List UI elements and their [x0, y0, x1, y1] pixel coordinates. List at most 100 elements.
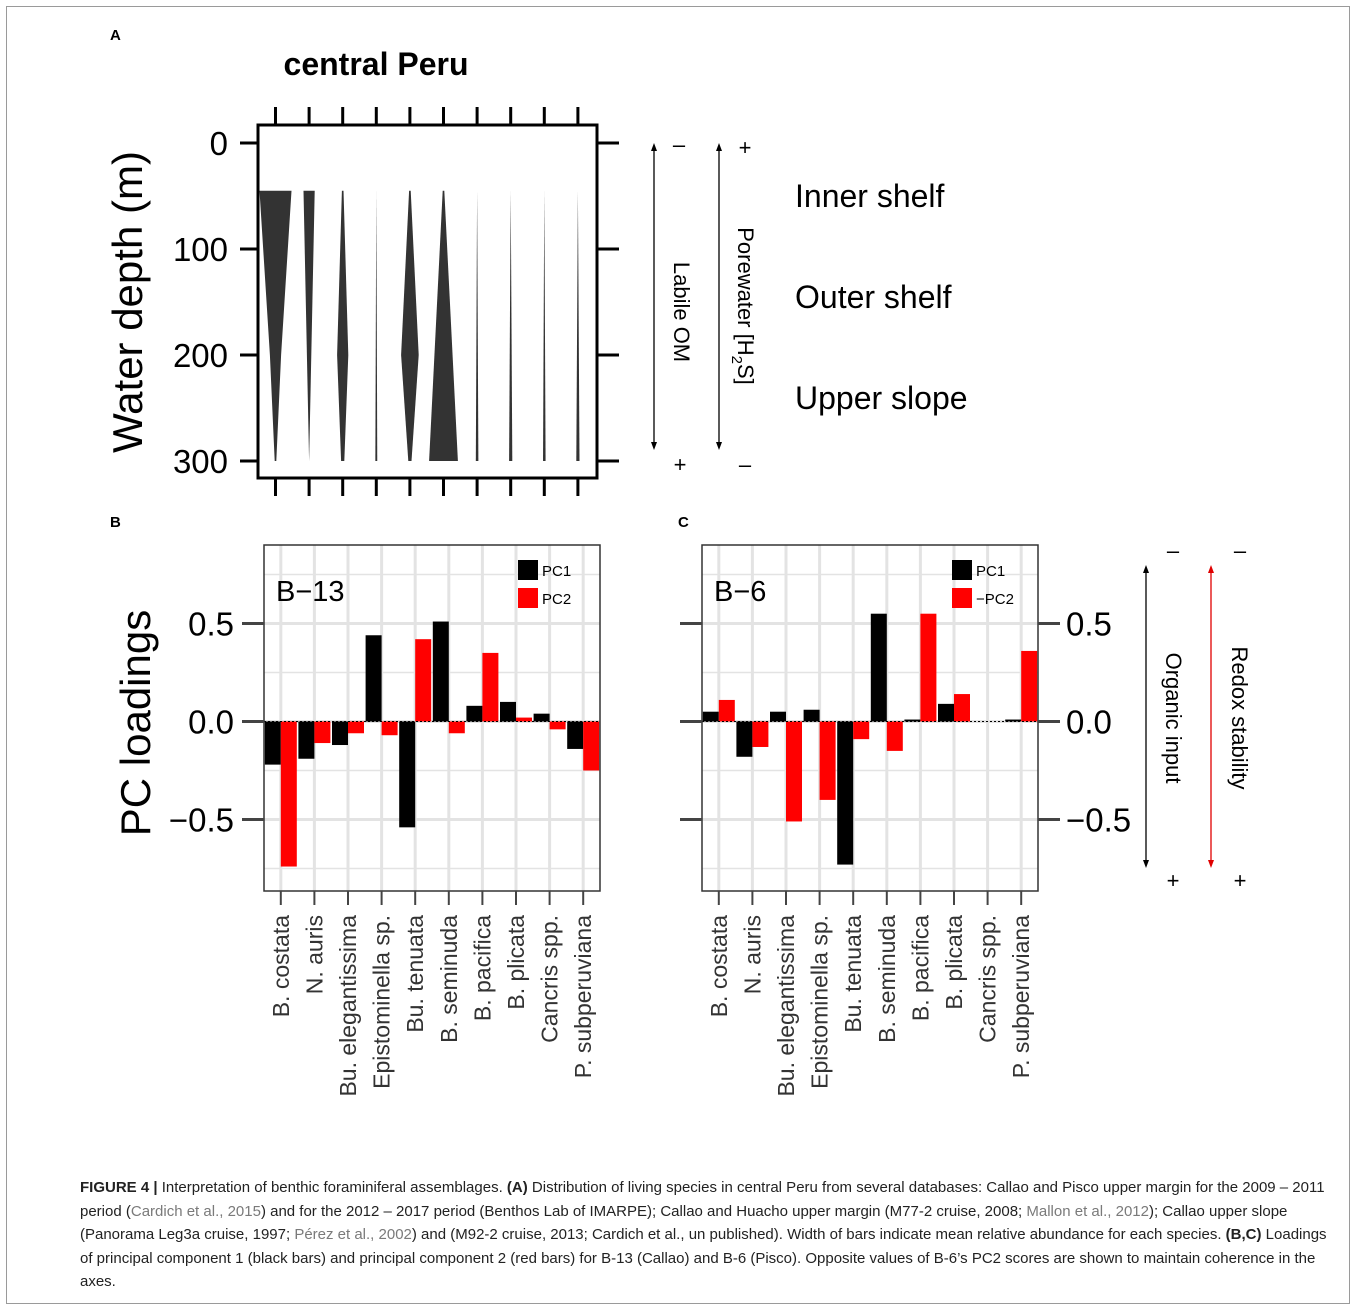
panel-b-legend-swatch — [518, 560, 538, 580]
panel-b-ylabel: PC loadings — [112, 610, 159, 836]
labile-om-bottom-sign: + — [674, 452, 687, 477]
panel-c-category-label: B. pacifica — [907, 915, 933, 1021]
panel-b-bar-pc1 — [432, 621, 449, 722]
panel-b-ytick-label: 0.5 — [188, 606, 234, 643]
species-abundance-shape — [303, 190, 315, 461]
panel-b-category-label: Cancris spp. — [537, 915, 563, 1043]
species-abundance-shape — [429, 190, 458, 461]
species-abundance-shape — [543, 190, 546, 461]
panel-c-bar-pc1 — [736, 721, 753, 757]
panel-c-bar-pc2 — [853, 721, 870, 740]
panel-c-bar-pc2 — [819, 721, 836, 800]
panel-c-legend-label: −PC2 — [976, 591, 1014, 608]
panel-b-legend-label: PC2 — [542, 591, 571, 608]
organic-input-bottom-sign: + — [1167, 868, 1180, 893]
panel-c-bar-pc2 — [752, 721, 769, 747]
panel-b-bar-pc1 — [500, 701, 516, 722]
caption-reference-link[interactable]: Mallon et al., 2012 — [1026, 1202, 1149, 1220]
labile-om-label: Labile OM — [669, 262, 694, 362]
species-abundance-shape — [375, 190, 378, 461]
panel-label-b: B — [110, 514, 121, 531]
panel-b-bar-pc1 — [399, 721, 416, 828]
panel-c-category-label: B. seminuda — [874, 915, 900, 1043]
species-abundance-shape — [509, 190, 513, 461]
panel-a-ytick-label: 0 — [210, 125, 228, 162]
panel-c-category-label: Bu. tenuata — [840, 915, 866, 1033]
panel-b-bar-pc2 — [415, 639, 432, 722]
panel-c-category-label: B. plicata — [941, 915, 967, 1010]
panel-b-bar-pc2 — [516, 717, 532, 722]
panel-b-plot-frame — [263, 544, 601, 892]
panel-c-bar-pc1 — [870, 613, 887, 722]
panel-c-plot-background — [702, 545, 1038, 891]
panel-b-bar-pc2 — [448, 721, 465, 734]
caption-reference-link[interactable]: Pérez et al., 2002 — [294, 1226, 412, 1243]
panel-b-category-label: B. costata — [268, 915, 294, 1017]
panel-c-legend-label: PC1 — [976, 563, 1005, 580]
panel-b-category-label: B. pacifica — [469, 915, 495, 1021]
panel-c-bar-pc1 — [770, 711, 786, 722]
panel-b-bar-pc2 — [583, 721, 600, 771]
panel-b-bar-pc2 — [381, 721, 398, 736]
panel-c-bar-pc1 — [702, 711, 719, 722]
panel-label-a: A — [110, 27, 121, 44]
caption-reference-link[interactable]: Cardich et al., 2015 — [130, 1202, 261, 1220]
panel-c-category-label: P. subperuviana — [1008, 915, 1034, 1078]
redox-stability-arrow-head-top — [1208, 565, 1214, 573]
panel-b-ytick-label: 0.0 — [188, 704, 234, 741]
panel-b-bar-pc1 — [298, 721, 315, 759]
organic-input-top-sign: – — [1167, 538, 1180, 563]
panel-c-bar-pc2 — [886, 721, 903, 751]
caption-text-segment: Distribution of living species in centra… — [80, 1179, 1325, 1220]
figure-frame — [6, 6, 1350, 1304]
panel-b-category-label: B. plicata — [503, 915, 529, 1010]
depth-zone-label: Inner shelf — [795, 178, 945, 214]
panel-b-bar-pc1 — [533, 713, 550, 722]
panel-a-title: central Peru — [284, 46, 469, 82]
panel-c-bar-pc1 — [837, 721, 854, 865]
panel-b-category-label: P. subperuviana — [570, 915, 596, 1078]
panel-b-category-label: Epistominella sp. — [369, 915, 395, 1089]
panel-c-legend-swatch — [952, 588, 972, 608]
panel-b-bar-pc2 — [482, 652, 499, 722]
panel-b-bar-pc2 — [314, 721, 331, 744]
panel-b-bar-pc1 — [466, 705, 483, 722]
panel-c-bar-pc2 — [718, 699, 735, 722]
panel-b-bar-pc1 — [365, 635, 382, 722]
porewater-bottom-sign: – — [739, 452, 752, 477]
panel-b-bar-pc1 — [264, 721, 281, 765]
panel-c-plot-frame — [701, 544, 1039, 892]
caption-text-segment: ) and (M92-2 cruise, 2013; Cardich et al… — [411, 1226, 1226, 1243]
labile-om-top-sign: – — [673, 132, 686, 157]
panel-b-bar-pc1 — [332, 721, 348, 746]
panel-c-bar-pc1 — [1005, 719, 1022, 722]
species-abundance-shape — [576, 190, 580, 461]
panel-c-bar-pc2 — [920, 613, 937, 722]
porewater-h2s-label: Porewater [H2S] — [728, 227, 758, 385]
species-abundance-shape — [475, 190, 479, 461]
redox-stability-bottom-sign: + — [1234, 868, 1247, 893]
panel-a-plot-frame — [256, 123, 599, 480]
panel-c-ytick-label: −0.5 — [1066, 802, 1131, 839]
species-abundance-shape — [259, 190, 292, 461]
panel-c-category-label: Bu. elegantissima — [773, 915, 799, 1097]
caption-text-segment: ) and for the 2012 – 2017 period (Bentho… — [260, 1202, 1027, 1220]
panel-a-ylabel: Water depth (m) — [104, 151, 151, 453]
redox-stability-label: Redox stability — [1227, 646, 1252, 789]
panel-b-legend-swatch — [518, 588, 538, 608]
panel-c-category-label: N. auris — [739, 915, 765, 994]
panel-c-ytick-label: 0.0 — [1066, 704, 1112, 741]
redox-stability-arrow-head-bottom — [1208, 860, 1214, 868]
caption-text-segment: ); Callao upper slope (Panorama Leg3a cr… — [80, 1202, 1288, 1244]
panel-b-legend-label: PC1 — [542, 563, 571, 580]
porewater-arrow-head-top — [716, 143, 722, 151]
porewater-arrow-head-bottom — [716, 442, 722, 450]
labile-om-arrow-head-bottom — [651, 442, 657, 450]
panel-b-bar-pc2 — [549, 721, 566, 730]
panel-c-ytick-label: 0.5 — [1066, 606, 1112, 643]
caption-text-segment: Loadings of principal component 1 (black… — [80, 1226, 1327, 1290]
depth-zone-label: Outer shelf — [795, 279, 952, 315]
labile-om-arrow-head-top — [651, 143, 657, 151]
caption-text-segment: (A) — [506, 1179, 528, 1196]
